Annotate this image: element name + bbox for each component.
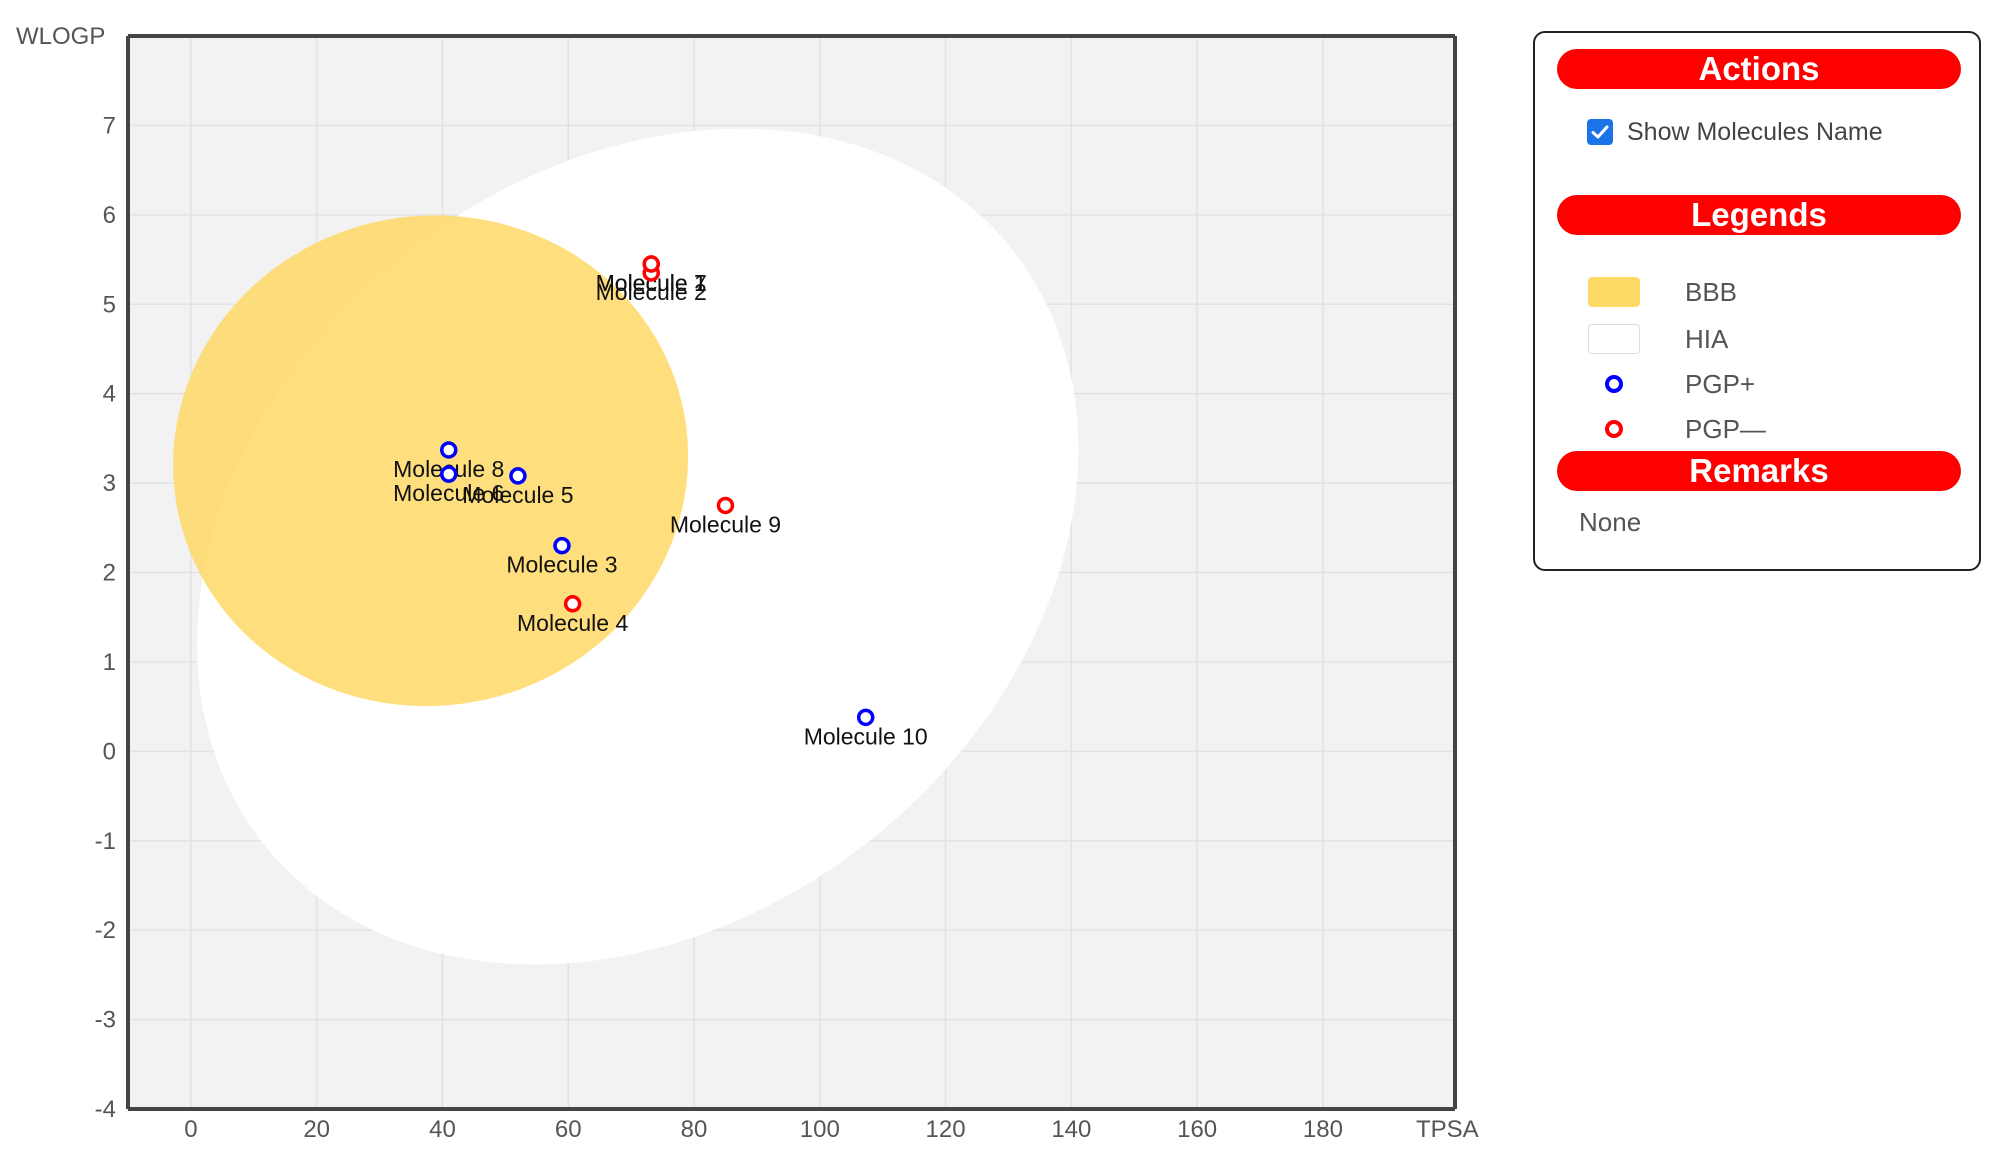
molecule-point[interactable]: [553, 536, 571, 555]
molecule-label: Molecule 10: [804, 723, 928, 749]
y-axis-title: WLOGP: [16, 23, 105, 50]
molecule-point[interactable]: [716, 496, 735, 515]
molecule-label: Molecule 9: [670, 511, 781, 537]
legend-item-pgp-minus: PGP—: [1587, 412, 1766, 446]
molecule-point[interactable]: [563, 595, 582, 613]
legend-label-bbb: BBB: [1685, 276, 1738, 307]
x-tick-label: 20: [303, 1116, 330, 1143]
legend-label-hia: HIA: [1685, 323, 1729, 354]
y-tick-label: 1: [103, 649, 116, 676]
side-panel: Actions Show Molecules Name Legends BBB …: [1533, 31, 1981, 571]
molecule-label: Molecule 2: [596, 279, 707, 305]
y-tick-label: 2: [103, 560, 116, 587]
x-tick-label: 80: [681, 1116, 708, 1143]
molecule-label: Molecule 4: [517, 610, 628, 636]
show-names-checkbox[interactable]: [1587, 119, 1613, 145]
y-tick-label: 3: [103, 470, 116, 497]
y-tick-label: 4: [103, 381, 116, 408]
axes: 0 20 40 60 80 100 120 140 160 180 -4 -3 -2 -1 0 1 2 3 4 5 6 7: [95, 34, 1457, 1143]
remarks-header: Remarks: [1557, 451, 1961, 491]
x-tick-label: 180: [1303, 1116, 1343, 1143]
x-tick-label: 0: [184, 1116, 197, 1143]
y-tick-label: 7: [103, 112, 116, 139]
molecule-label: Molecule 5: [462, 482, 573, 508]
pgp-plus-circle-icon: [1605, 375, 1623, 393]
x-tick-label: 160: [1177, 1116, 1217, 1143]
remarks-text: None: [1579, 507, 1642, 537]
legend-item-hia: HIA: [1587, 322, 1728, 356]
legend-label-pgp-plus: PGP+: [1685, 368, 1756, 399]
molecule-label: Molecule 6: [393, 480, 504, 506]
x-tick-label: 120: [926, 1116, 966, 1143]
boiled-egg-chart: 0 20 40 60 80 100 120 140 160 180 -4 -3 -2 -1 0 1 2 3 4 5 6 7…: [16, 23, 1479, 1143]
show-names-label: Show Molecules Name: [1627, 117, 1883, 146]
legend-item-bbb: BBB: [1587, 275, 1737, 309]
molecule-point[interactable]: [642, 255, 661, 273]
y-tick-label: 0: [103, 738, 116, 765]
x-tick-label: 60: [555, 1116, 582, 1143]
y-tick-label: -2: [95, 917, 116, 944]
legend-label-pgp-minus: PGP—: [1685, 413, 1766, 444]
show-names-toggle[interactable]: Show Molecules Name: [1587, 115, 1883, 149]
y-tick-label: 6: [103, 202, 116, 229]
molecule-point[interactable]: [856, 708, 875, 727]
region-bbb-ellipse: [173, 215, 689, 707]
y-tick-label: -3: [95, 1007, 116, 1034]
y-tick-label: -1: [95, 828, 116, 855]
x-tick-label: 140: [1051, 1116, 1091, 1143]
molecule-label: Molecule 3: [506, 552, 617, 578]
y-tick-label: -4: [95, 1096, 116, 1123]
molecule-points: [439, 255, 875, 727]
pgp-minus-circle-icon: [1605, 420, 1623, 438]
legends-header: Legends: [1557, 195, 1961, 235]
regions: [173, 128, 1079, 965]
hia-swatch: [1588, 324, 1640, 354]
bbb-swatch: [1588, 277, 1640, 307]
legend-item-pgp-plus: PGP+: [1587, 367, 1755, 401]
actions-header: Actions: [1557, 49, 1961, 89]
checkmark-icon: [1591, 125, 1609, 139]
x-tick-label: 100: [800, 1116, 840, 1143]
molecule-point[interactable]: [439, 441, 458, 459]
molecule-point[interactable]: [509, 467, 527, 485]
x-tick-label: 40: [429, 1116, 456, 1143]
molecule-point[interactable]: [439, 465, 458, 483]
x-axis-title: TPSA: [1416, 1116, 1479, 1143]
y-tick-label: 5: [103, 291, 116, 318]
